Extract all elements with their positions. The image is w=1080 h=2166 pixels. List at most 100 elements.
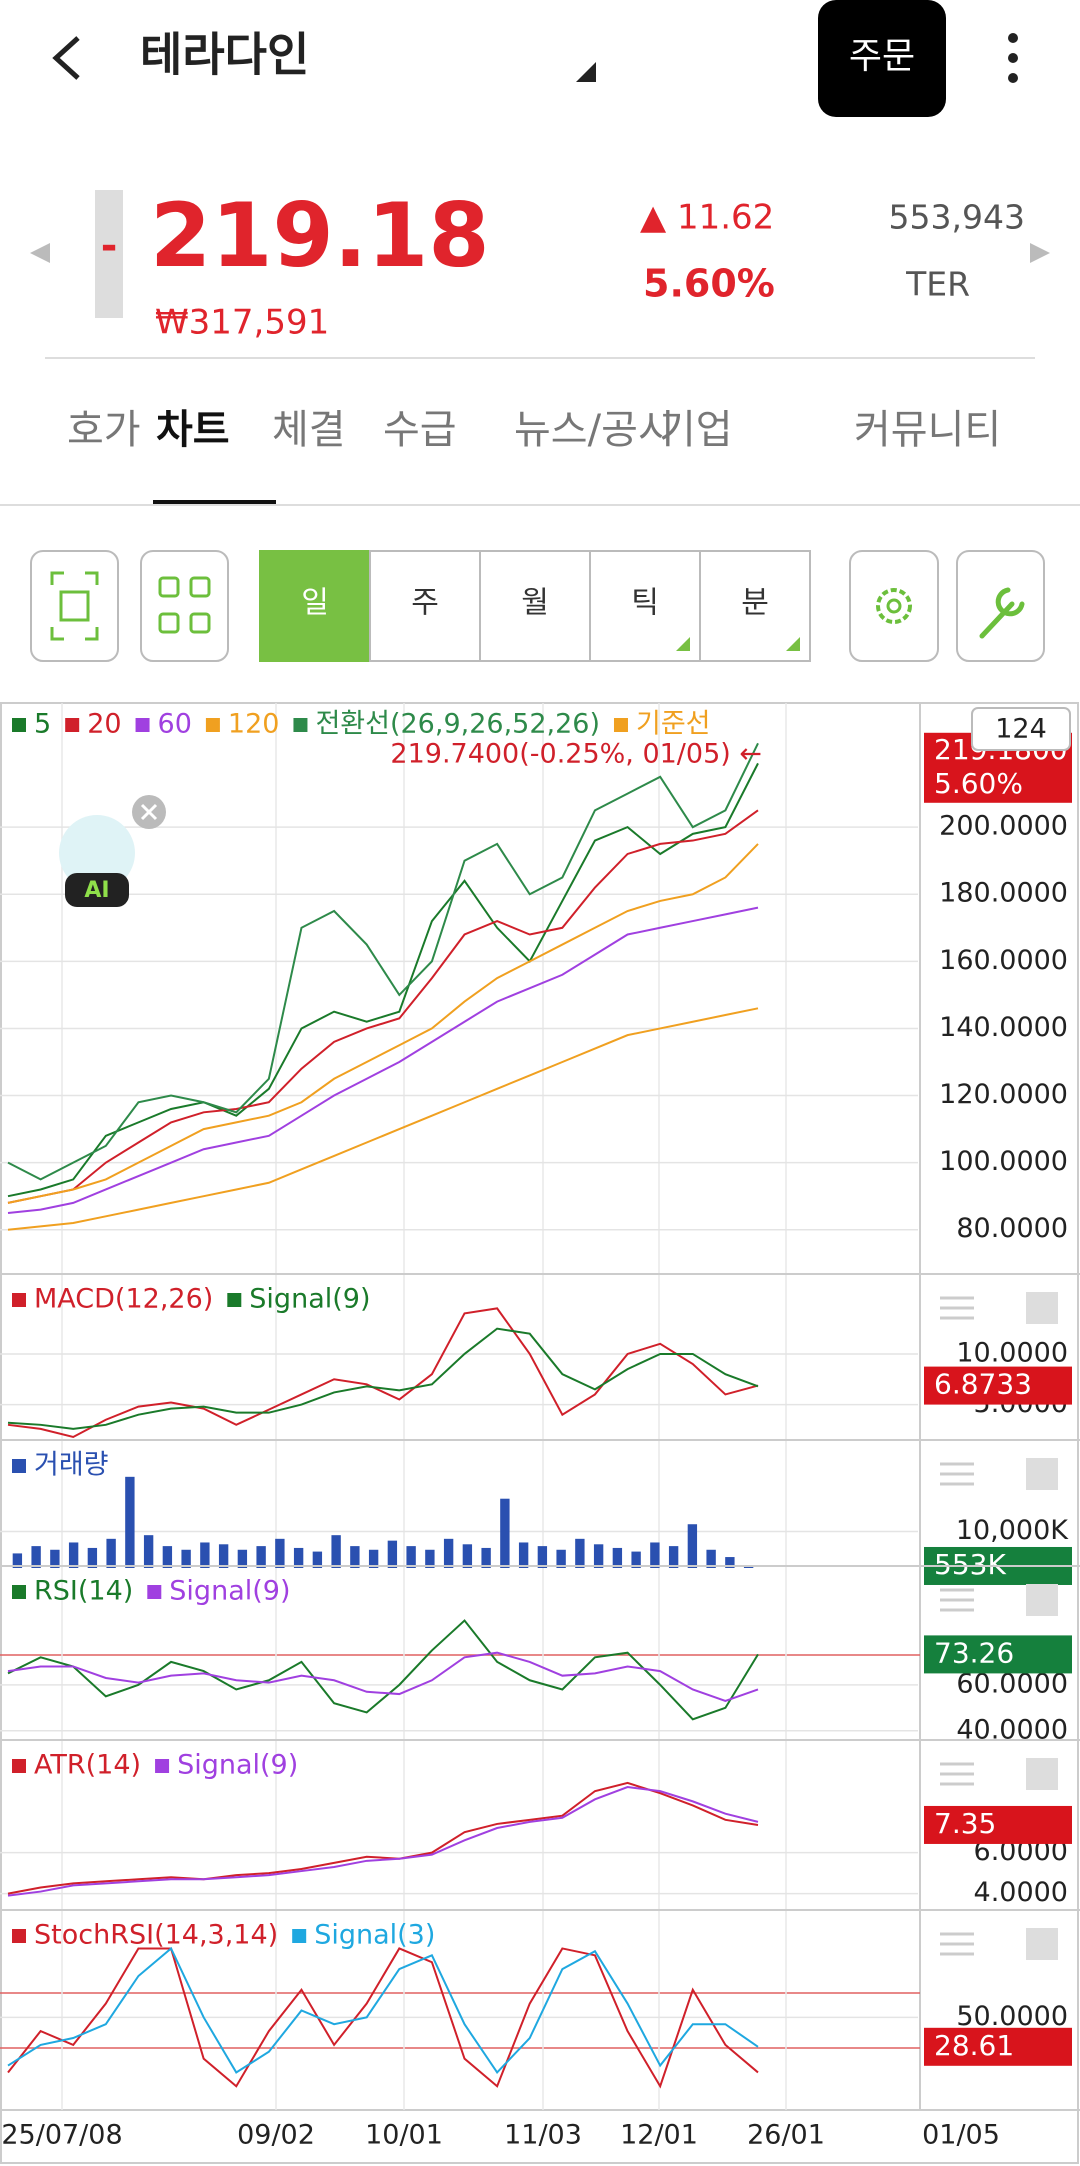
series-line (7, 1651, 759, 1703)
fullscreen-icon-box (59, 590, 90, 622)
last-value-tag (924, 2027, 1072, 2066)
next-arrow[interactable] (1030, 243, 1050, 263)
legend-swatch (12, 1759, 26, 1773)
legend-label: RSI(14) (34, 1576, 133, 1607)
panel-menu-icon[interactable] (940, 1932, 974, 1956)
series-line (7, 843, 759, 1204)
tab[interactable]: 기업 (659, 407, 733, 453)
volume-bar (12, 1553, 23, 1568)
volume-bar (293, 1547, 304, 1568)
volume: 553,943 (889, 198, 1025, 237)
y-tick-label: 140.0000 (939, 1012, 1068, 1043)
back-button[interactable] (52, 36, 80, 80)
volume-bar (481, 1547, 491, 1568)
tab[interactable]: 체결 (272, 407, 346, 453)
order-button[interactable] (818, 0, 946, 117)
period-button[interactable] (479, 550, 591, 662)
last-value-tag (924, 1805, 1072, 1844)
volume-bar (87, 1547, 98, 1568)
volume-bar (425, 1549, 435, 1568)
settings-icon (876, 588, 912, 624)
volume-bar (443, 1538, 454, 1568)
volume-bar (462, 1544, 473, 1568)
volume-bar (181, 1549, 191, 1568)
x-tick-label: 10/01 (365, 2120, 443, 2151)
x-tick-label: 26/01 (747, 2120, 825, 2151)
panel-close-icon[interactable] (1026, 1758, 1058, 1790)
volume-bar (350, 1546, 360, 1568)
fullscreen-icon (50, 571, 99, 641)
legend-swatch (155, 1759, 170, 1773)
tab-underline (153, 500, 276, 506)
legend-label: 거래량 (34, 1450, 109, 1481)
volume-bar (406, 1546, 416, 1568)
settings-icon-core (886, 598, 902, 614)
legend-swatch (12, 1293, 26, 1307)
ai-badge-box (65, 873, 129, 907)
series-line (7, 742, 759, 1181)
x-tick-label: 01/05 (922, 2120, 1000, 2151)
legend-label: Signal(9) (169, 1576, 290, 1607)
volume-bar (575, 1538, 585, 1568)
legend-label: Signal(3) (314, 1920, 435, 1951)
prev-arrow[interactable] (30, 243, 50, 263)
volume-bar (256, 1546, 266, 1568)
y-tick-label: 10,000K (956, 1515, 1069, 1546)
y-tick-label: 10.0000 (956, 1337, 1068, 1368)
panel-menu-icon[interactable] (940, 1462, 974, 1486)
sign-box (95, 190, 123, 318)
krw-price: ₩317,591 (155, 303, 329, 343)
y-tick-label: 200.0000 (939, 811, 1068, 842)
y-tick-label: 100.0000 (939, 1146, 1068, 1177)
y-tick-label: 180.0000 (939, 878, 1068, 909)
period-label: 주 (411, 586, 439, 621)
panel-menu-icon[interactable] (940, 1588, 974, 1612)
tools-icon (979, 587, 1025, 639)
x-tick-label: 25/07/08 (1, 2120, 122, 2151)
period-button[interactable] (259, 550, 371, 662)
panel-close-icon[interactable] (1026, 1292, 1058, 1324)
y-tick-label: 4.0000 (974, 1877, 1068, 1908)
last-value-label: 73.26 (934, 1636, 1014, 1669)
volume-bar (143, 1535, 154, 1568)
tab[interactable]: 수급 (383, 407, 457, 453)
volume-bar (237, 1549, 248, 1568)
fullscreen-button[interactable] (30, 550, 119, 662)
series-line (7, 906, 759, 1214)
volume-bar (368, 1549, 379, 1568)
menu-button[interactable] (1008, 33, 1018, 83)
count-box[interactable] (971, 707, 1071, 751)
tab[interactable]: 뉴스/공시 (514, 407, 675, 453)
tab[interactable]: 커뮤니티 (854, 407, 1001, 453)
series-line (7, 809, 759, 1204)
panel-menu-icon[interactable] (940, 1762, 974, 1786)
settings-button[interactable] (849, 550, 939, 662)
tab[interactable]: 호가 (67, 407, 141, 453)
legend-swatch (12, 718, 26, 732)
sign: - (101, 223, 118, 269)
period-button[interactable] (589, 550, 701, 662)
tab[interactable]: 차트 (156, 407, 230, 453)
series-line (7, 1307, 759, 1439)
period-label: 월 (521, 586, 549, 621)
legend-label: Signal(9) (177, 1750, 298, 1781)
legend-swatch (292, 1929, 307, 1943)
legend-label: 20 (87, 709, 121, 740)
volume-bar (218, 1544, 229, 1568)
last-value-label: 6.8733 (934, 1368, 1032, 1401)
panel-close-icon[interactable] (1026, 1458, 1058, 1490)
dropdown-icon[interactable] (576, 62, 596, 82)
panel-close-icon[interactable] (1026, 1584, 1058, 1616)
legend-swatch (12, 1929, 26, 1943)
series-line (7, 1786, 759, 1897)
last-change-label: 5.60% (934, 767, 1023, 800)
period-button[interactable] (699, 550, 811, 662)
layout-button[interactable] (140, 550, 229, 662)
legend-swatch (205, 718, 220, 732)
volume-bar (31, 1546, 41, 1568)
volume-bar (331, 1535, 341, 1568)
panel-close-icon[interactable] (1026, 1928, 1058, 1960)
panel-menu-icon[interactable] (940, 1296, 974, 1320)
ai-mascot[interactable] (59, 815, 135, 891)
